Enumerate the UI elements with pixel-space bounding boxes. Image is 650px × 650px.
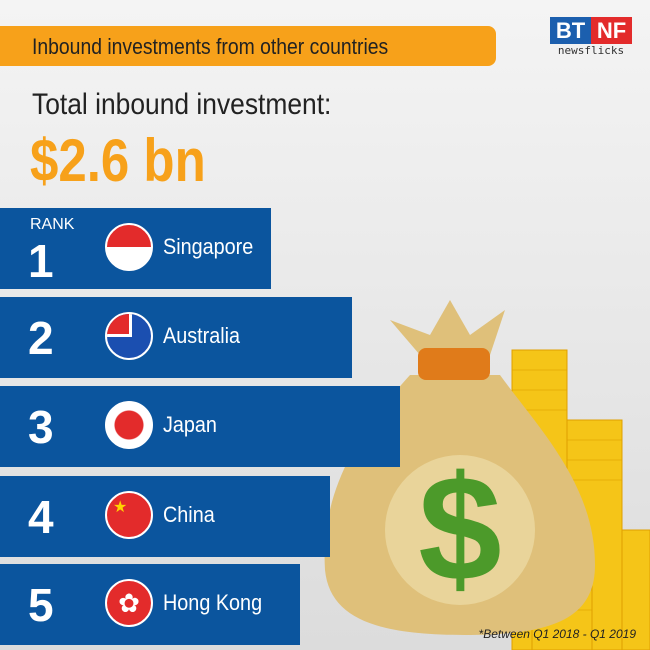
title-banner: Inbound investments from other countries [0, 26, 496, 66]
country-name: Singapore [163, 234, 254, 259]
rank-row-3: 3 Japan [0, 386, 400, 467]
rank-number: 2 [28, 312, 54, 364]
hong-kong-flag-icon: ✿ [105, 579, 153, 627]
country-name: Japan [163, 412, 217, 437]
logo: BT NF newsflicks [550, 17, 632, 57]
country-name: Australia [163, 323, 241, 348]
rank-row-2: 2 Australia [0, 297, 352, 378]
rank-label: RANK [30, 216, 75, 233]
australia-flag-icon [105, 312, 153, 360]
country-name: China [163, 502, 215, 527]
logo-bt: BT [550, 17, 591, 44]
rank-number: 3 [28, 401, 54, 453]
rank-number: 1 [28, 235, 54, 287]
japan-flag-icon [105, 401, 153, 449]
singapore-flag-icon [105, 223, 153, 271]
logo-sub: newsflicks [557, 44, 625, 57]
rank-number: 4 [28, 491, 54, 543]
rank-row-5: 5 ✿ Hong Kong [0, 564, 300, 645]
dollar-sign: $ [418, 444, 501, 612]
logo-nf: NF [591, 17, 632, 44]
rank-row-1: RANK 1 Singapore [0, 208, 271, 289]
total-label: Total inbound investment: [32, 88, 332, 121]
rank-number: 5 [28, 579, 54, 631]
title: Inbound investments from other countries [32, 34, 389, 59]
footnote: *Between Q1 2018 - Q1 2019 [478, 627, 636, 641]
rank-row-4: 4 ★ China [0, 476, 330, 557]
total-value: $2.6 bn [30, 127, 206, 194]
country-name: Hong Kong [163, 590, 263, 615]
china-flag-icon: ★ [105, 491, 153, 539]
